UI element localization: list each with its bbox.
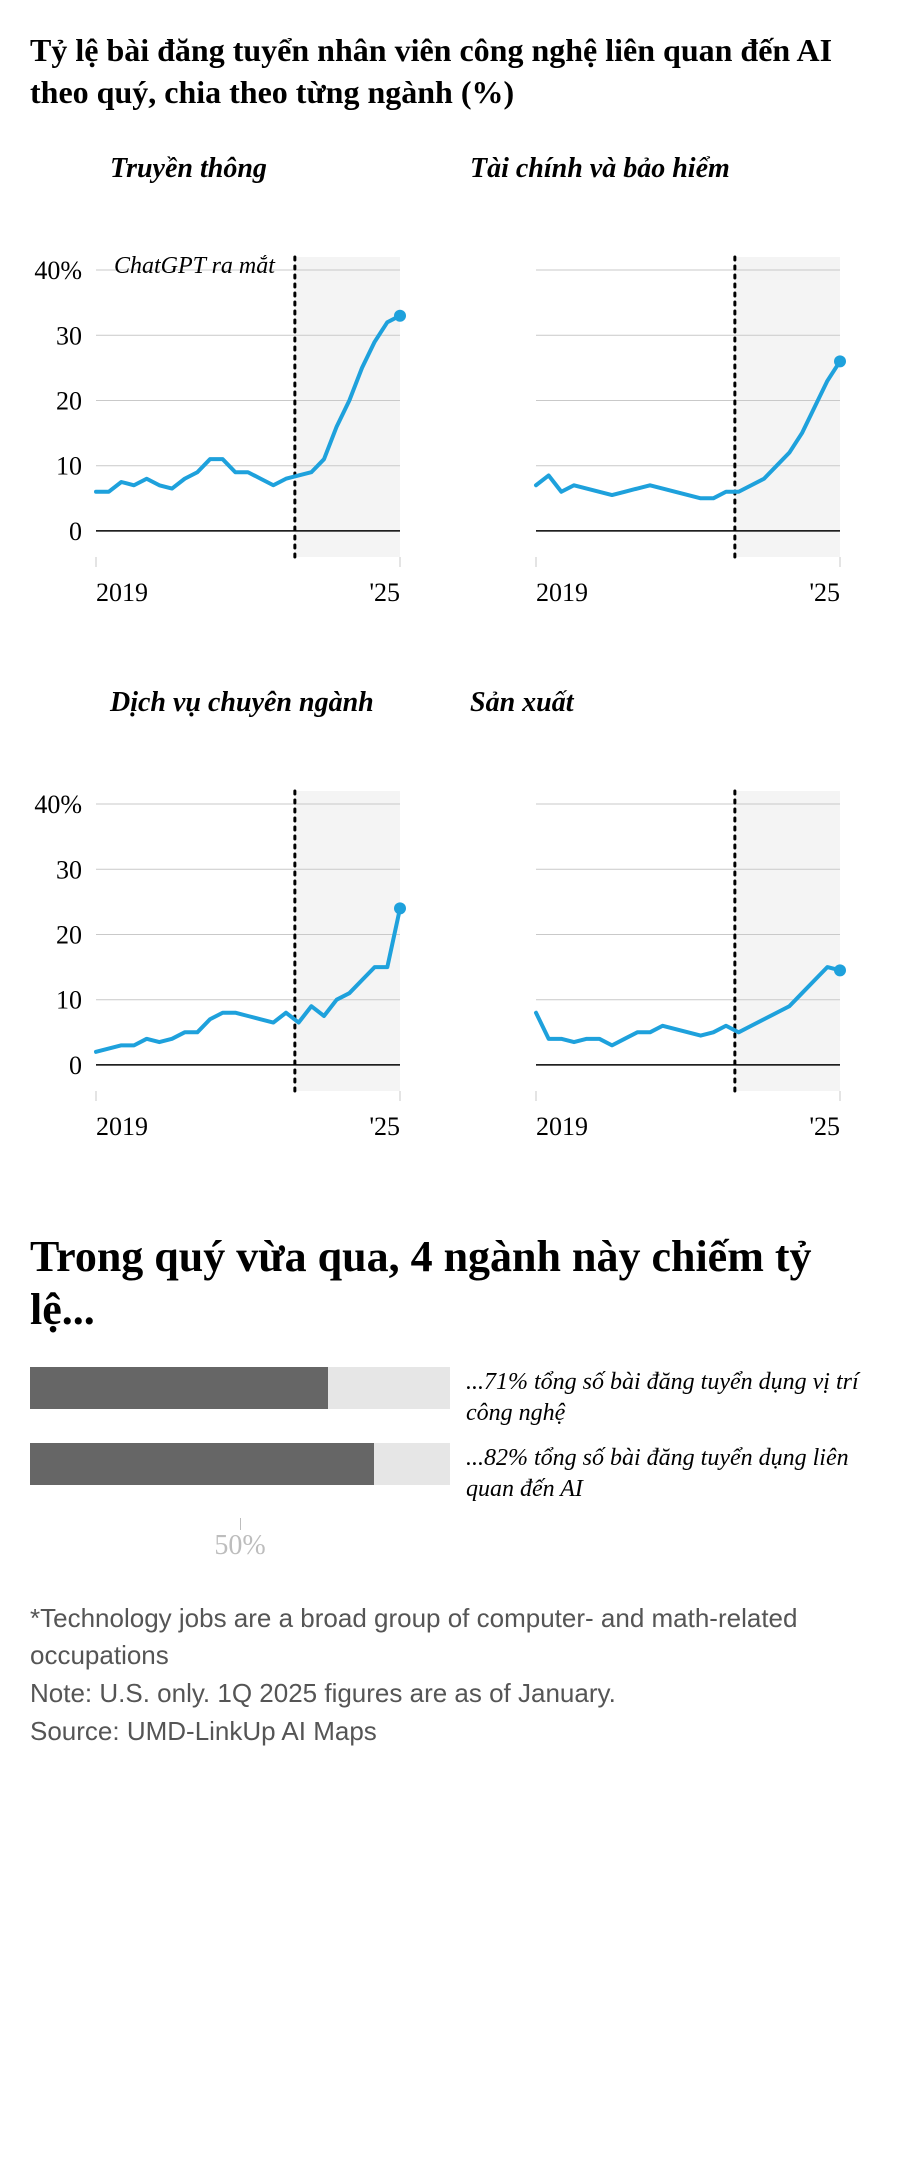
line-chart: 0 10 20 30 40% 2019 '25 [30, 781, 410, 1161]
chart-panel: Sản xuất 2019 '25 [470, 687, 870, 1161]
line-chart: 2019 '25 [470, 247, 850, 627]
svg-text:0: 0 [69, 1051, 82, 1080]
main-title: Tỷ lệ bài đăng tuyển nhân viên công nghệ… [30, 30, 870, 113]
svg-text:'25: '25 [809, 1112, 840, 1141]
svg-text:0: 0 [69, 517, 82, 546]
section-title: Trong quý vừa qua, 4 ngành này chiếm tỷ … [30, 1231, 870, 1337]
chart-panel: Truyền thông 0 10 20 30 40% 2019 '25 ChatGPT ra … [30, 153, 430, 627]
svg-text:20: 20 [56, 921, 82, 950]
svg-text:10: 10 [56, 986, 82, 1015]
bar-row: ...71% tổng số bài đăng tuyển dụng vị tr… [30, 1367, 870, 1429]
annotation-chatgpt: ChatGPT ra mắt [114, 253, 275, 280]
bar-label: ...71% tổng số bài đăng tuyển dụng vị tr… [450, 1367, 870, 1429]
footnotes: *Technology jobs are a broad group of co… [30, 1600, 870, 1751]
bar-fill [30, 1443, 374, 1485]
bar-track [30, 1367, 450, 1409]
footnote-line: Note: U.S. only. 1Q 2025 figures are as … [30, 1675, 870, 1713]
svg-text:2019: 2019 [536, 578, 588, 607]
line-chart: 0 10 20 30 40% 2019 '25 [30, 247, 410, 627]
bar-label: ...82% tổng số bài đăng tuyển dụng liên … [450, 1443, 870, 1505]
charts-grid: Truyền thông 0 10 20 30 40% 2019 '25 ChatGPT ra … [30, 153, 870, 1161]
bar-fill [30, 1367, 328, 1409]
svg-text:10: 10 [56, 452, 82, 481]
svg-text:2019: 2019 [96, 1112, 148, 1141]
svg-text:30: 30 [56, 321, 82, 350]
bar-tick [240, 1518, 241, 1530]
chart-panel: Dịch vụ chuyên ngành 0 10 20 30 40% 2019 '25 [30, 687, 430, 1161]
chart-panel-title: Truyền thông [30, 153, 430, 229]
chart-panel-title: Tài chính và bảo hiểm [470, 153, 870, 229]
bars-container: ...71% tổng số bài đăng tuyển dụng vị tr… [30, 1367, 870, 1506]
svg-text:'25: '25 [809, 578, 840, 607]
line-chart: 2019 '25 [470, 781, 850, 1161]
svg-text:30: 30 [56, 855, 82, 884]
chart-panel-title: Dịch vụ chuyên ngành [30, 687, 430, 763]
chart-panel: Tài chính và bảo hiểm 2019 '25 [470, 153, 870, 627]
chart-panel-title: Sản xuất [470, 687, 870, 763]
svg-text:'25: '25 [369, 578, 400, 607]
footnote-line: *Technology jobs are a broad group of co… [30, 1600, 870, 1675]
bar-row: ...82% tổng số bài đăng tuyển dụng liên … [30, 1443, 870, 1505]
bar-track [30, 1443, 450, 1485]
svg-text:2019: 2019 [536, 1112, 588, 1141]
bar-axis: 50% [30, 1520, 450, 1560]
svg-text:'25: '25 [369, 1112, 400, 1141]
svg-text:20: 20 [56, 387, 82, 416]
footnote-line: Source: UMD-LinkUp AI Maps [30, 1713, 870, 1751]
svg-text:40%: 40% [34, 790, 82, 819]
bar-tick-label: 50% [214, 1530, 265, 1562]
svg-text:2019: 2019 [96, 578, 148, 607]
svg-text:40%: 40% [34, 256, 82, 285]
